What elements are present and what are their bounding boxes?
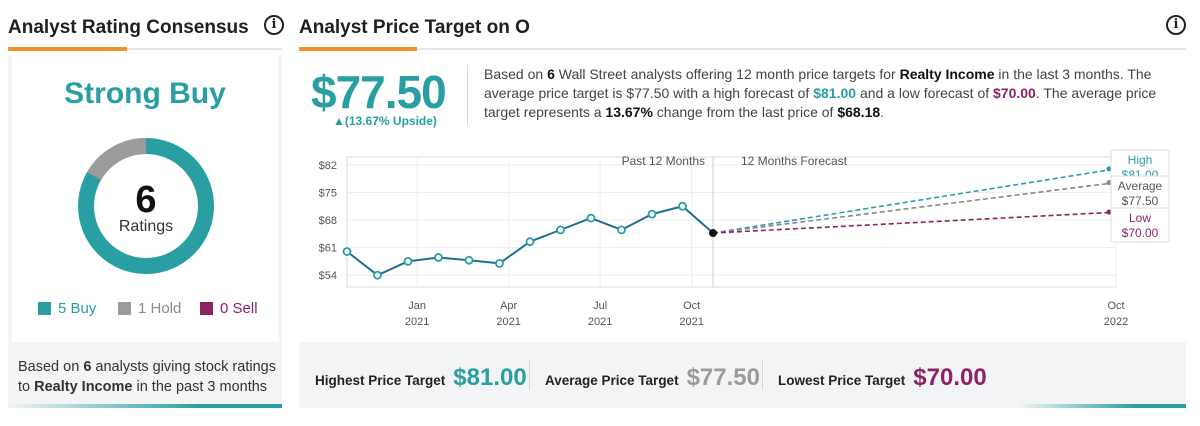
upside-percentage: ▲(13.67% Upside) — [333, 114, 437, 128]
forecast-arrow-low — [1106, 209, 1112, 215]
forecast-line-average — [712, 181, 1117, 234]
history-point — [495, 258, 504, 268]
stat-divider — [762, 360, 763, 390]
forecast-box-value: $70.00 — [1122, 226, 1159, 240]
y-tick-label: $54 — [319, 270, 337, 282]
legend-hold-label: 1 Hold — [138, 300, 182, 317]
past-caption: Past 12 Months — [622, 154, 705, 168]
ratings-label: Ratings — [118, 218, 174, 235]
forecast-box-value: $77.50 — [1122, 194, 1159, 208]
x-tick-year: 2021 — [405, 316, 429, 328]
forecast-caption: 12 Months Forecast — [741, 154, 848, 168]
forecast-box-label: High — [1128, 153, 1153, 167]
y-tick-label: $75 — [319, 187, 337, 199]
title-accent-bar — [8, 47, 127, 51]
card-bottom-accent — [8, 404, 282, 408]
title-underline — [299, 48, 1186, 50]
forecast-box-label: Low — [1129, 211, 1151, 225]
history-point — [525, 237, 535, 247]
history-point — [464, 255, 474, 265]
forecast-arrow-average — [1106, 180, 1112, 186]
average-price-target-stat: Average Price Target $77.50 — [545, 364, 760, 392]
total-ratings-count: 6 — [135, 179, 157, 221]
sell-swatch — [200, 302, 213, 315]
price-target-description: Based on 6 Wall Street analysts offering… — [484, 66, 1157, 120]
stat-divider — [529, 360, 530, 390]
y-tick-label: $68 — [319, 215, 337, 227]
x-tick-year: 2021 — [679, 316, 703, 328]
lowest-value: $70.00 — [913, 364, 987, 391]
donut-hold-segment — [78, 138, 214, 274]
x-tick-year: 2021 — [588, 316, 612, 328]
last-price-point — [709, 229, 717, 238]
forecast-box-low — [1110, 207, 1170, 243]
history-point — [434, 253, 443, 262]
card-bottom-accent — [1019, 404, 1186, 408]
x-tick-year: 2022 — [1104, 316, 1128, 328]
history-point — [647, 209, 657, 219]
price-target-card-body — [299, 55, 1186, 342]
legend-buy-label: 5 Buy — [58, 300, 97, 317]
info-icon[interactable]: i — [264, 15, 284, 35]
legend-sell-label: 0 Sell — [220, 300, 258, 317]
history-point — [342, 247, 352, 256]
x-tick-year: 2021 — [496, 316, 520, 328]
forecast-line-low — [712, 211, 1117, 234]
history-point — [586, 213, 596, 223]
forecast-line-high — [712, 168, 1117, 234]
x-tick-month: Oct — [1107, 300, 1124, 312]
ratings-donut-chart — [78, 138, 214, 274]
rating-consensus-title: Analyst Rating Consensus — [8, 17, 249, 38]
legend-sell: 0 Sell — [200, 300, 258, 317]
history-point — [403, 256, 413, 266]
x-tick-month: Oct — [683, 300, 700, 312]
average-label: Average Price Target — [545, 373, 679, 388]
rating-card: Strong Buy 6 Ratings 5 Buy 1 Hold 0 Sell… — [8, 55, 282, 408]
x-tick-month: Apr — [500, 300, 517, 312]
price-target-title: Analyst Price Target on O — [299, 17, 530, 38]
forecast-box-label: Average — [1118, 179, 1163, 193]
consensus-rating: Strong Buy — [64, 77, 226, 110]
lowest-price-target: Lowest Price Target $70.00 — [778, 364, 987, 392]
x-tick-month: Jul — [593, 300, 607, 312]
hold-swatch — [118, 302, 131, 315]
average-value: $77.50 — [686, 364, 760, 391]
price-target-chart: $82 $75 $68 $61 $54 Jan 2021 Apr 2021 Jul 2021 Oct 2… — [319, 149, 1170, 328]
history-point — [373, 270, 382, 280]
price-target-card: $77.50 ▲(13.67% Upside) Based on 6 Wall … — [299, 55, 1186, 408]
y-tick-label: $82 — [319, 160, 337, 172]
header-divider — [467, 65, 468, 125]
history-point — [556, 225, 565, 235]
rating-card-body — [12, 55, 278, 342]
history-point — [617, 225, 626, 235]
average-price-target: $77.50 — [311, 66, 447, 118]
info-icon[interactable]: i — [1166, 15, 1186, 35]
x-tick-month: Jan — [408, 300, 426, 312]
rating-footer-text: Based on 6 analysts giving stock ratings… — [18, 359, 276, 395]
lowest-label: Lowest Price Target — [778, 373, 906, 388]
highest-value: $81.00 — [453, 364, 527, 391]
plot-area — [346, 156, 1117, 288]
history-point — [678, 201, 687, 211]
title-underline — [8, 48, 282, 50]
highest-label: Highest Price Target — [315, 373, 446, 388]
buy-swatch — [38, 302, 51, 315]
legend-buy: 5 Buy — [38, 300, 96, 317]
forecast-arrow-high — [1106, 166, 1112, 172]
highest-price-target: Highest Price Target $81.00 — [315, 364, 527, 392]
title-accent-bar — [299, 47, 417, 51]
legend-hold: 1 Hold — [118, 300, 181, 317]
y-tick-label: $61 — [319, 243, 337, 255]
